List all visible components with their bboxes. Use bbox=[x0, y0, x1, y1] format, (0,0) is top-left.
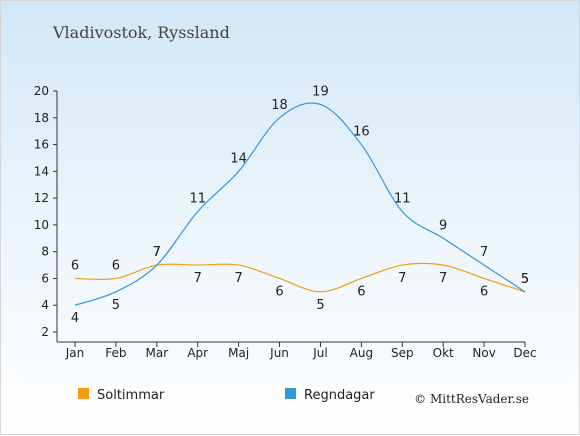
data-label: 7 bbox=[153, 245, 161, 260]
x-tick-label: Jul bbox=[312, 346, 327, 360]
legend-swatch bbox=[78, 388, 89, 399]
data-label: 6 bbox=[112, 258, 120, 273]
data-label: 19 bbox=[312, 84, 329, 99]
data-label: 6 bbox=[480, 284, 488, 299]
legend-label: Regndagar bbox=[304, 388, 375, 403]
series-line-2 bbox=[74, 102, 526, 306]
x-tick-label: Okt bbox=[433, 346, 454, 360]
data-label: 18 bbox=[271, 98, 288, 113]
data-label: 5 bbox=[316, 298, 324, 313]
x-tick-label: Maj bbox=[228, 346, 249, 360]
data-label: 6 bbox=[357, 284, 365, 299]
x-tick-label: Aug bbox=[350, 346, 373, 360]
data-label: 5 bbox=[521, 272, 529, 287]
data-label: 7 bbox=[234, 271, 242, 286]
y-tick-label: 12 bbox=[34, 191, 49, 205]
data-label: 11 bbox=[189, 192, 206, 207]
series-layer bbox=[74, 102, 526, 306]
legend-label: Soltimmar bbox=[97, 388, 165, 403]
y-tick-label: 2 bbox=[41, 325, 49, 339]
data-label: 4 bbox=[71, 311, 79, 326]
data-label: 7 bbox=[153, 245, 161, 260]
data-label: 7 bbox=[398, 271, 406, 286]
y-tick-label: 4 bbox=[41, 298, 49, 312]
data-label: 6 bbox=[71, 258, 79, 273]
data-label: 5 bbox=[112, 298, 120, 313]
data-label: 16 bbox=[353, 125, 370, 140]
data-label: 6 bbox=[275, 284, 283, 299]
y-tick-label: 20 bbox=[34, 84, 49, 98]
x-tick-label: Nov bbox=[472, 346, 495, 360]
credit-text: © MittResVader.se bbox=[414, 392, 529, 406]
data-label: 7 bbox=[480, 245, 488, 260]
x-tick-label: Dec bbox=[513, 346, 536, 360]
y-tick-label: 18 bbox=[34, 111, 49, 125]
data-label: 7 bbox=[439, 271, 447, 286]
y-tick-label: 14 bbox=[34, 164, 49, 178]
legend: Soltimmar Regndagar bbox=[78, 388, 375, 403]
data-label: 7 bbox=[194, 271, 202, 286]
chart-title: Vladivostok, Ryssland bbox=[52, 23, 230, 42]
x-tick-label: Mar bbox=[145, 346, 168, 360]
data-label: 14 bbox=[230, 151, 247, 166]
data-label: 11 bbox=[394, 192, 411, 207]
y-tick-label: 8 bbox=[41, 245, 49, 259]
y-tick-label: 6 bbox=[41, 271, 49, 285]
x-tick-label: Jun bbox=[269, 346, 289, 360]
x-tick-label: Feb bbox=[105, 346, 126, 360]
data-label: 5 bbox=[521, 272, 529, 287]
data-label: 9 bbox=[439, 218, 447, 233]
x-tick-label: Jan bbox=[65, 346, 85, 360]
y-tick-label: 16 bbox=[34, 138, 49, 152]
axes: 2 4 6 8 10 12 14 16 18 20 Jan Feb Mar Apr Maj Jun Jul Aug… bbox=[34, 84, 537, 360]
x-tick-label: Sep bbox=[391, 346, 414, 360]
x-tick-label: Apr bbox=[187, 346, 208, 360]
series-line-1 bbox=[74, 262, 526, 293]
legend-swatch bbox=[285, 388, 296, 399]
y-tick-label: 10 bbox=[34, 218, 49, 232]
